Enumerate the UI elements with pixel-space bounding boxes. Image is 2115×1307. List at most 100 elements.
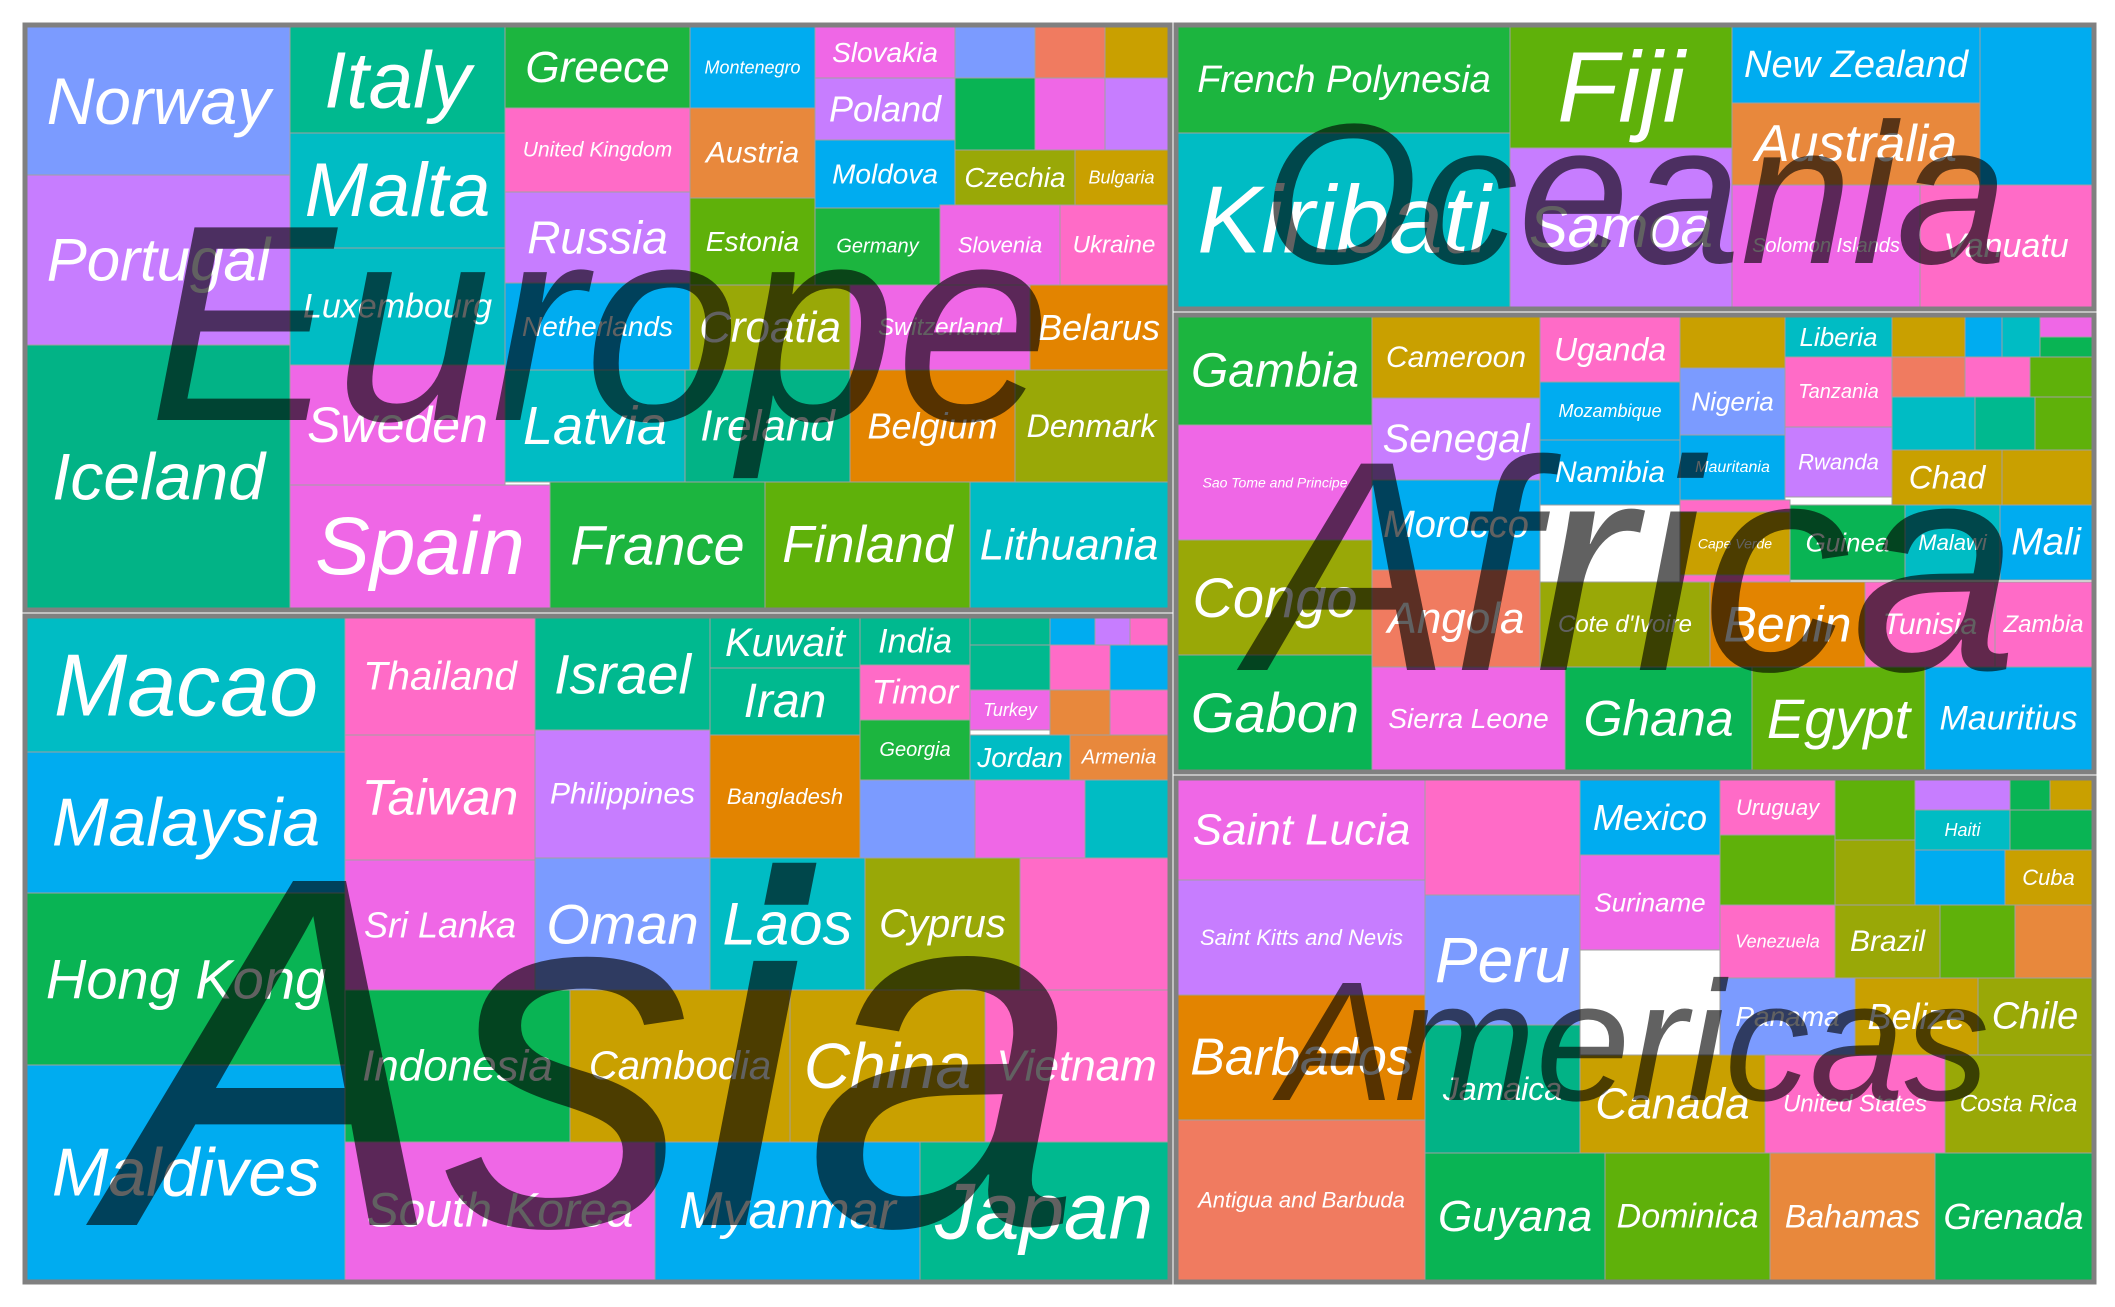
country-tile-south-korea (344, 1141, 656, 1281)
country-tile-montenegro (689, 26, 816, 109)
country-tile-bulgaria (1074, 149, 1169, 206)
country-tile-dominica (1604, 1152, 1771, 1281)
country-label-nigeria: Nigeria (1691, 387, 1773, 417)
cells-layer: Norway Portugal Iceland Italy Malta Luxembour… (26, 26, 2093, 1281)
country-label-liberia: Liberia (1799, 322, 1877, 352)
country-label-armenia: Armenia (1081, 747, 1156, 769)
country-label-samoa: Samoa (1529, 195, 1713, 260)
country-tile-suriname (1579, 854, 1721, 951)
country-label-cyprus: Cyprus (879, 902, 1006, 946)
country-label-morocco: Morocco (1383, 504, 1529, 546)
country-cell-south-korea: South Korea (344, 1141, 656, 1281)
country-label-cote-d-ivoire: Cote d'Ivoire (1558, 611, 1692, 638)
country-label-dominica: Dominica (1617, 1198, 1759, 1236)
country-tile-mauritius (1924, 666, 2093, 771)
filler-tile (1964, 356, 2031, 398)
country-cell-malaysia: Malaysia (26, 751, 346, 894)
country-label-jordan: Jordan (976, 742, 1063, 773)
country-label-gabon: Gabon (1191, 681, 1359, 744)
country-cell-kuwait: Kuwait (709, 617, 861, 669)
country-cell-hong-kong: Hong Kong (26, 892, 346, 1066)
filler-tile (1049, 617, 1096, 646)
country-label-poland: Poland (829, 89, 942, 130)
country-label-vanuatu: Vanuatu (1943, 227, 2068, 265)
country-tile-haiti (1914, 809, 2011, 851)
filler-tile (954, 26, 1036, 79)
country-label-chile: Chile (1992, 996, 2079, 1038)
filler-tile (1834, 839, 1916, 906)
country-cell-india: India (859, 617, 971, 666)
country-label-thailand: Thailand (363, 655, 518, 699)
country-tile-turkey (969, 689, 1051, 731)
country-cell-bulgaria: Bulgaria (1074, 149, 1169, 206)
country-tile-congo (1177, 539, 1373, 656)
country-tile-georgia (859, 719, 971, 781)
country-label-venezuela: Venezuela (1735, 932, 1819, 952)
region-label-europe: Europe (149, 168, 1052, 481)
country-cell-timor: Timor (859, 664, 971, 721)
country-label-spain: Spain (315, 501, 525, 592)
filler-tile (1084, 779, 1169, 859)
country-label-new-zealand: New Zealand (1744, 44, 1970, 86)
country-label-belarus: Belarus (1038, 307, 1160, 348)
filler-tile (969, 644, 1051, 691)
country-label-georgia: Georgia (879, 739, 950, 761)
country-cell-netherlands: Netherlands (504, 282, 691, 371)
country-tile-slovenia (939, 204, 1061, 286)
country-label-brazil: Brazil (1850, 925, 1926, 958)
country-tile-venezuela (1719, 904, 1836, 979)
country-cell-luxembourg: Luxembourg (289, 247, 506, 366)
country-label-france: France (570, 514, 744, 577)
country-tile-malta (289, 132, 506, 249)
country-label-united-kingdom: United Kingdom (523, 139, 672, 162)
country-cell-peru: Peru (1424, 894, 1581, 1026)
country-label-israel: Israel (554, 643, 692, 706)
country-cell-barbados: Barbados (1177, 994, 1426, 1121)
country-cell-liberia: Liberia (1784, 316, 1893, 358)
country-tile-timor (859, 664, 971, 721)
filler-tile (2029, 356, 2093, 398)
country-tile-liberia (1784, 316, 1893, 358)
country-cell-taiwan: Taiwan (344, 734, 536, 861)
country-tile-benin (1709, 581, 1866, 668)
country-tile-thailand (344, 617, 536, 736)
country-cell-suriname: Suriname (1579, 854, 1721, 951)
country-cell-bahamas: Bahamas (1769, 1152, 1936, 1281)
country-label-united-states: United States (1783, 1091, 1927, 1118)
country-tile-myanmar (654, 1141, 921, 1281)
country-tile-angola (1371, 569, 1541, 668)
country-label-congo: Congo (1192, 566, 1357, 629)
country-tile-uganda (1539, 316, 1681, 383)
country-label-india: India (878, 623, 952, 661)
country-label-kiribati: Kiribati (1197, 167, 1493, 274)
country-label-benin: Benin (1724, 597, 1852, 653)
country-cell-vanuatu: Vanuatu (1919, 184, 2093, 308)
country-label-ireland: Ireland (700, 402, 836, 451)
country-label-germany: Germany (836, 236, 919, 258)
filler-tile (1424, 779, 1581, 896)
country-cell-latvia: Latvia (504, 369, 686, 483)
country-label-fiji: Fiji (1557, 32, 1688, 144)
country-tile-senegal (1371, 397, 1541, 481)
country-label-sao-tome-and-principe: Sao Tome and Principe (1202, 475, 1347, 491)
country-label-finland: Finland (782, 516, 955, 574)
country-tile-norway (26, 26, 291, 176)
country-label-greece: Greece (525, 43, 669, 92)
country-cell-israel: Israel (534, 617, 711, 731)
country-label-maldives: Maldives (52, 1135, 320, 1211)
country-cell-armenia: Armenia (1069, 734, 1169, 781)
filler-tile (1914, 849, 2006, 906)
country-tile-guyana (1424, 1152, 1606, 1281)
country-cell-solomon-islands: Solomon Islands (1731, 184, 1921, 308)
country-label-egypt: Egypt (1767, 687, 1913, 750)
country-label-denmark: Denmark (1027, 408, 1159, 444)
country-cell-malta: Malta (289, 132, 506, 249)
country-tile-malawi (1904, 504, 2001, 581)
country-cell-maldives: Maldives (26, 1064, 346, 1281)
country-cell-grenada: Grenada (1934, 1152, 2093, 1281)
region-label-africa: Africa (1233, 398, 2019, 734)
country-cell-estonia: Estonia (689, 197, 816, 286)
country-label-chad: Chad (1909, 460, 1987, 496)
filler-tile (954, 77, 1036, 151)
country-cell-ireland: Ireland (684, 369, 851, 483)
